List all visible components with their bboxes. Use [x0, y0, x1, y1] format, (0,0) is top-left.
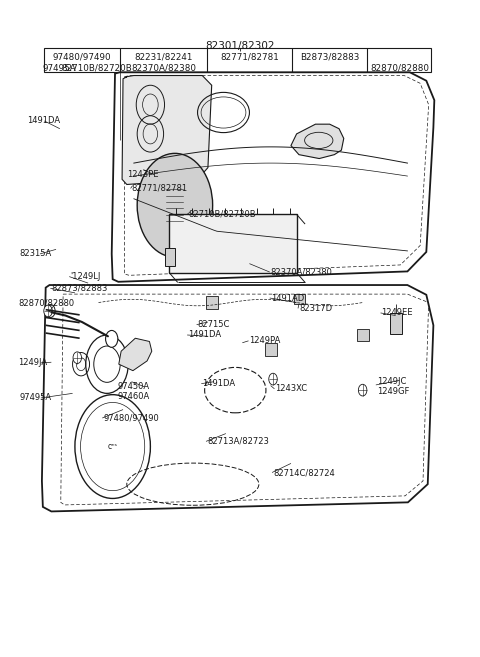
Text: 82713A/82723: 82713A/82723: [207, 437, 269, 446]
Text: 1243PE: 1243PE: [127, 170, 158, 179]
Bar: [169, 214, 297, 273]
Text: 82370A/82380: 82370A/82380: [271, 267, 333, 277]
Text: 1249JA: 1249JA: [18, 358, 48, 367]
Bar: [294, 294, 305, 304]
Text: 82873/82883: 82873/82883: [51, 284, 108, 293]
Text: 1249GF: 1249GF: [377, 387, 409, 396]
Text: 97480/97490: 97480/97490: [53, 53, 111, 62]
Circle shape: [46, 304, 55, 317]
Text: 97495A: 97495A: [42, 64, 76, 73]
Text: 1491DA: 1491DA: [202, 379, 235, 388]
Polygon shape: [291, 124, 344, 158]
Bar: [165, 248, 175, 266]
Text: 82771/82781: 82771/82781: [220, 53, 279, 62]
Text: 82370A/82380: 82370A/82380: [131, 64, 196, 73]
Bar: [264, 343, 277, 355]
Circle shape: [44, 305, 52, 317]
Text: 82710B/82720B: 82710B/82720B: [188, 210, 256, 219]
Text: 1491DA: 1491DA: [188, 330, 221, 340]
Bar: [357, 328, 369, 342]
Text: 1491AD: 1491AD: [271, 294, 304, 302]
Text: 82715C: 82715C: [198, 320, 230, 329]
Text: 97460A: 97460A: [118, 392, 150, 401]
Text: 82231/82241: 82231/82241: [134, 53, 193, 62]
Polygon shape: [119, 338, 152, 371]
Text: 97480/97490: 97480/97490: [103, 413, 159, 422]
Text: B2873/82883: B2873/82883: [300, 53, 360, 62]
Text: 82710B/82720B: 82710B/82720B: [62, 64, 132, 73]
Text: cᵉˢ: cᵉˢ: [108, 442, 118, 451]
Text: 1249PA: 1249PA: [250, 336, 281, 346]
Bar: [205, 296, 218, 309]
Circle shape: [269, 373, 277, 385]
Circle shape: [73, 352, 82, 363]
Text: '1249LJ: '1249LJ: [70, 272, 101, 281]
Text: 82317D: 82317D: [299, 304, 332, 313]
Text: 82870/82880: 82870/82880: [371, 64, 430, 73]
Polygon shape: [122, 76, 212, 185]
Text: 1249EE: 1249EE: [382, 308, 413, 317]
Text: 82870/82880: 82870/82880: [18, 298, 74, 307]
Text: 1491DA: 1491DA: [27, 116, 60, 125]
Text: 1243XC: 1243XC: [276, 384, 308, 394]
Bar: [390, 313, 402, 334]
Text: 1249JC: 1249JC: [377, 377, 406, 386]
Text: 82315A: 82315A: [19, 250, 51, 258]
Text: 82714C/82724: 82714C/82724: [273, 468, 335, 477]
Text: 82771/82781: 82771/82781: [132, 184, 188, 193]
Circle shape: [137, 153, 213, 257]
Text: 97450A: 97450A: [118, 382, 149, 392]
Circle shape: [359, 384, 367, 396]
Bar: [44, 47, 431, 72]
Circle shape: [106, 330, 118, 348]
Text: 82301/82302: 82301/82302: [205, 41, 275, 51]
Text: 97495A: 97495A: [19, 394, 51, 402]
